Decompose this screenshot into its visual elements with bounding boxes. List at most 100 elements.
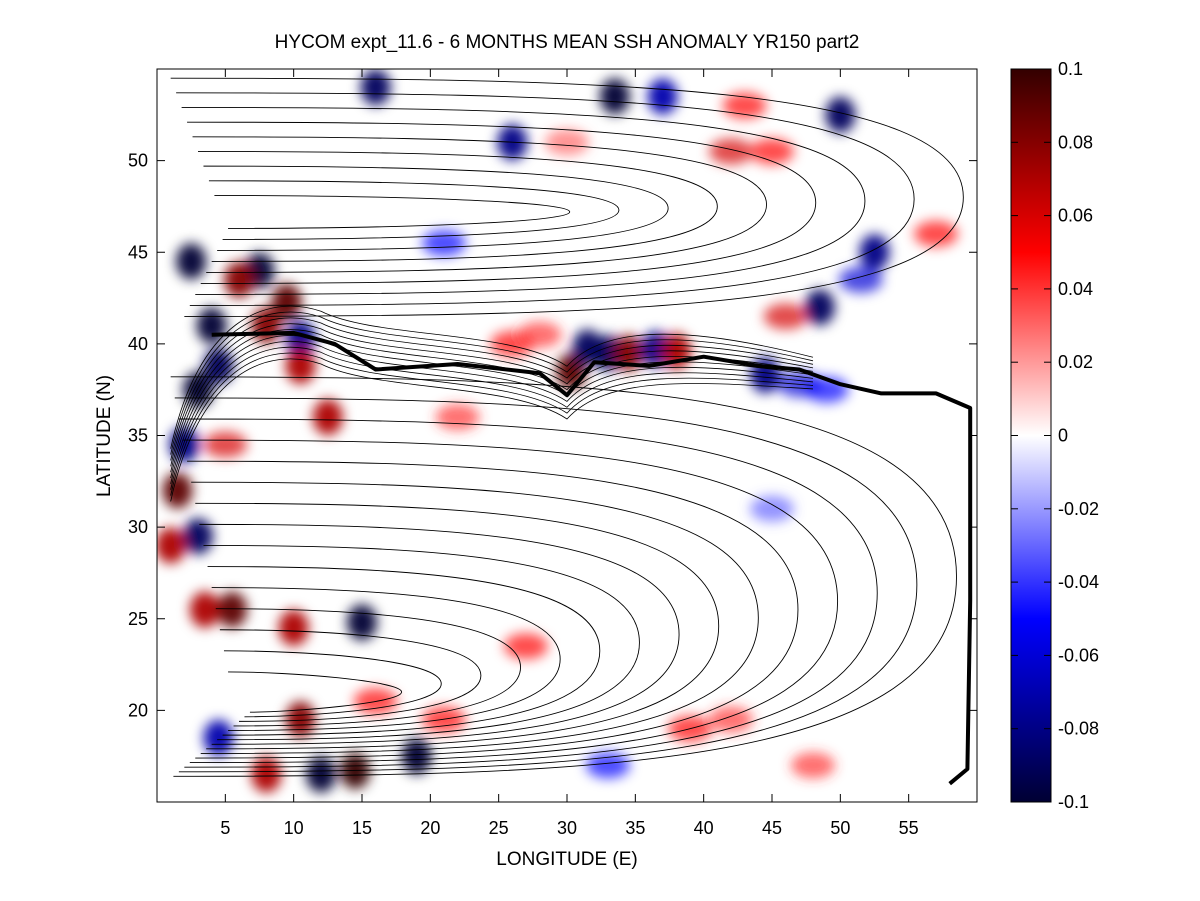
anomaly-blob bbox=[196, 307, 227, 344]
anomaly-blob bbox=[763, 303, 808, 330]
x-tick-label: 25 bbox=[489, 818, 509, 838]
y-tick-label: 45 bbox=[128, 242, 148, 262]
anomaly-blob bbox=[709, 706, 753, 733]
anomaly-blob bbox=[203, 431, 248, 458]
anomaly-blob bbox=[278, 609, 309, 646]
contour-line bbox=[170, 340, 814, 484]
colorbar-tick-label: -0.1 bbox=[1058, 792, 1089, 812]
anomaly-blob bbox=[435, 404, 480, 431]
anomaly-blob bbox=[189, 591, 220, 628]
contour-line bbox=[191, 481, 759, 754]
contour-line bbox=[170, 311, 814, 455]
contour-line bbox=[219, 629, 482, 722]
anomaly-blob bbox=[825, 96, 856, 133]
anomaly-blob bbox=[722, 92, 767, 119]
contour-line bbox=[181, 107, 866, 295]
x-axis-label: LONGITUDE (E) bbox=[496, 849, 637, 870]
contour-line bbox=[223, 650, 442, 718]
anomaly-blob bbox=[709, 138, 753, 165]
anomaly-blob bbox=[217, 591, 248, 628]
front-line bbox=[211, 330, 973, 786]
colorbar-tick-label: 0.08 bbox=[1058, 132, 1093, 152]
contour-line bbox=[170, 317, 814, 461]
anomaly-blob bbox=[586, 752, 630, 779]
anomaly-blob bbox=[203, 719, 234, 756]
x-tick-label: 5 bbox=[220, 818, 230, 838]
y-tick-label: 20 bbox=[128, 700, 148, 720]
contour-line bbox=[170, 77, 964, 317]
colorbar-tick-label: 0 bbox=[1058, 426, 1068, 446]
anomaly-blob bbox=[599, 78, 630, 115]
anomaly-blob bbox=[545, 129, 589, 156]
anomaly-blob bbox=[504, 633, 548, 660]
contour-line bbox=[187, 121, 817, 284]
contour-line bbox=[207, 566, 601, 736]
chart-title: HYCOM expt_11.6 - 6 MONTHS MEAN SSH ANOM… bbox=[275, 32, 860, 53]
anomaly-blob bbox=[306, 756, 336, 793]
colorbar-tick-label: -0.04 bbox=[1058, 572, 1099, 592]
x-tick-label: 45 bbox=[762, 818, 782, 838]
colorbar-tick-label: -0.06 bbox=[1058, 645, 1099, 665]
contour-line bbox=[199, 523, 680, 745]
contour-line bbox=[178, 418, 878, 768]
front-path bbox=[211, 330, 973, 786]
colorbar-tick-label: 0.06 bbox=[1058, 206, 1093, 226]
contour-line bbox=[197, 151, 718, 262]
y-tick-label: 40 bbox=[128, 334, 148, 354]
x-tick-label: 30 bbox=[557, 818, 577, 838]
x-tick-label: 55 bbox=[899, 818, 919, 838]
anomaly-blob bbox=[401, 738, 432, 775]
y-axis: 20 25 30 35 40 45 50 bbox=[128, 151, 977, 720]
y-tick-label: 35 bbox=[128, 426, 148, 446]
anomaly-blob bbox=[162, 472, 193, 509]
y-tick-label: 50 bbox=[128, 151, 148, 171]
anomaly-blob bbox=[312, 399, 343, 436]
contour-line bbox=[211, 587, 561, 731]
contour-line bbox=[170, 329, 814, 473]
colorbar-tick-label: -0.08 bbox=[1058, 719, 1099, 739]
colorbar-tick-label: -0.02 bbox=[1058, 499, 1099, 519]
contour-line bbox=[203, 545, 640, 741]
y-axis-label: LATITUDE (N) bbox=[94, 375, 115, 497]
contour-line bbox=[187, 460, 799, 759]
x-tick-label: 15 bbox=[352, 818, 372, 838]
y-tick-label: 30 bbox=[128, 517, 148, 537]
anomaly-blob bbox=[647, 78, 678, 115]
x-tick-label: 35 bbox=[625, 818, 645, 838]
anomaly-blob bbox=[750, 495, 794, 522]
contour-line bbox=[203, 165, 669, 251]
anomaly-blob bbox=[838, 266, 883, 293]
anomaly-blob bbox=[157, 527, 186, 564]
colorbar-tick-label: 0.04 bbox=[1058, 279, 1093, 299]
anomaly-blob bbox=[804, 289, 835, 326]
anomaly-blob bbox=[791, 752, 835, 779]
contour-line bbox=[208, 180, 620, 240]
contour-line bbox=[214, 194, 571, 229]
contour-line bbox=[170, 346, 814, 490]
anomaly-blob bbox=[183, 518, 213, 555]
anomaly-blob bbox=[224, 261, 254, 298]
anomaly-blob bbox=[914, 220, 958, 247]
contour-line bbox=[174, 397, 918, 773]
plot-background bbox=[157, 69, 977, 802]
x-tick-label: 10 bbox=[284, 818, 304, 838]
contour-line bbox=[170, 305, 814, 449]
colorbar-ticks: 0.1 0.08 0.06 0.04 0.02 0 -0.02 -0.04 -0.06 -0.08… bbox=[1011, 59, 1099, 812]
contour-line bbox=[215, 608, 521, 727]
x-tick-label: 40 bbox=[694, 818, 714, 838]
x-tick-label: 50 bbox=[830, 818, 850, 838]
anomaly-blob bbox=[251, 756, 282, 793]
ssh-contours bbox=[170, 77, 964, 777]
anomaly-blob bbox=[859, 234, 890, 271]
contour-line bbox=[182, 439, 839, 764]
contour-line bbox=[195, 502, 720, 750]
contour-line bbox=[170, 352, 814, 496]
contour-line bbox=[176, 92, 915, 306]
x-axis: 5 10 15 20 25 30 35 40 45 50 55 bbox=[220, 69, 919, 838]
anomaly-blob bbox=[271, 283, 302, 320]
anomaly-blob bbox=[285, 347, 316, 384]
anomaly-blob bbox=[517, 321, 562, 348]
colorbar-tick-label: 0.1 bbox=[1058, 59, 1083, 79]
anomaly-blob bbox=[422, 230, 466, 257]
